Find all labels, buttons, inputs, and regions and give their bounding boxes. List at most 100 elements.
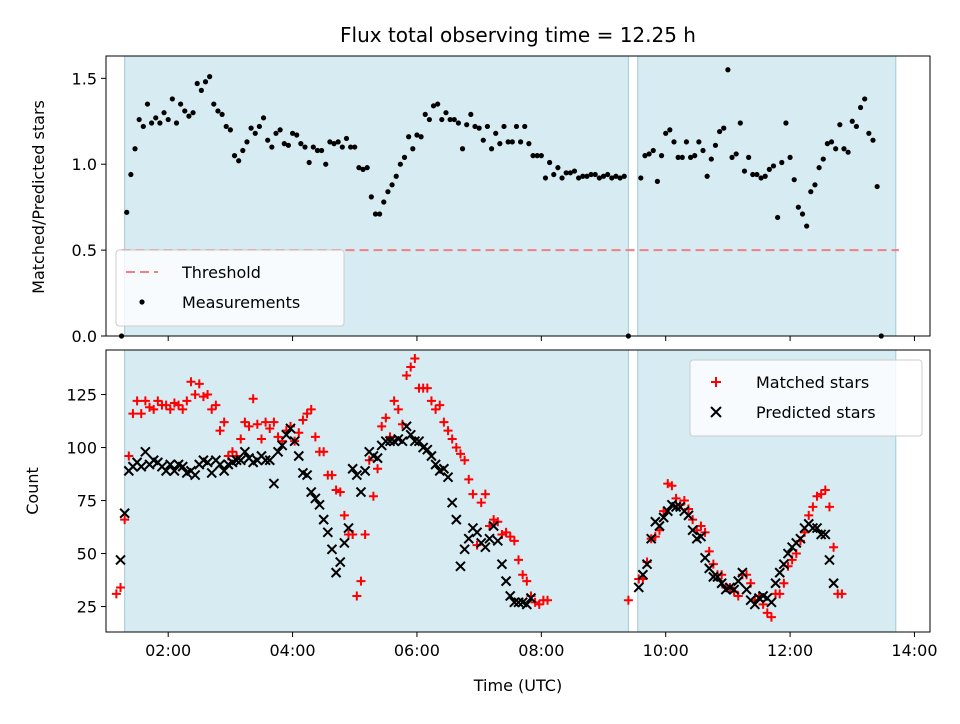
top-series-0-point-165 — [812, 182, 818, 188]
top-series-0-point-157 — [779, 159, 785, 166]
top-series-0-point-70 — [410, 146, 416, 152]
top-series-0-point-64 — [385, 189, 391, 195]
bottom-series-0-point-5 — [132, 396, 142, 406]
top-series-0-point-71 — [414, 132, 420, 138]
bottom-series-1-point-89 — [484, 533, 495, 544]
bottom-series-1-point-47 — [310, 493, 321, 504]
bottom-series-0-point-98 — [518, 570, 528, 580]
bottom-series-0-point-46 — [302, 409, 312, 419]
top-series-0-point-35 — [265, 137, 271, 143]
bottom-series-1-point-74 — [422, 444, 433, 455]
bottom-y-tick-label-4: 125 — [66, 386, 97, 405]
top-series-0-point-116 — [600, 173, 607, 179]
top-y-tick-label-2: 1.0 — [72, 155, 97, 174]
top-series-0-point-67 — [397, 161, 403, 167]
bottom-series-1-point-71 — [409, 435, 421, 447]
bottom-series-0-point-3 — [124, 451, 134, 461]
bottom-series-0-point-32 — [244, 421, 254, 431]
top-legend-handle-1 — [139, 299, 145, 305]
bottom-series-1-point-70 — [405, 429, 416, 441]
bottom-series-1-point-64 — [380, 435, 392, 447]
bottom-series-0-point-2 — [120, 515, 130, 525]
top-series-0-point-59 — [364, 165, 370, 171]
bottom-series-0-point-75 — [422, 383, 432, 393]
bottom-series-1-point-139 — [795, 533, 806, 544]
top-series-0-point-8 — [153, 115, 159, 121]
bottom-series-1-point-118 — [708, 571, 719, 583]
bottom-x-tick-label-6: 14:00 — [891, 641, 937, 660]
bottom-legend-box — [689, 359, 923, 437]
bottom-series-0-point-79 — [439, 417, 449, 427]
top-series-0-point-98 — [526, 141, 532, 147]
bottom-series-1-point-72 — [413, 435, 425, 447]
bottom-series-1-point-80 — [446, 497, 458, 508]
bottom-legend-handle-0 — [711, 377, 721, 387]
top-series-0-point-174 — [849, 118, 855, 124]
top-series-0-point-54 — [343, 135, 350, 142]
top-series-0-point-29 — [240, 147, 246, 154]
top-legend-box — [115, 249, 345, 327]
bottom-series-0-point-13 — [165, 404, 175, 414]
bottom-series-1-point-39 — [276, 440, 288, 451]
bottom-series-1-point-43 — [293, 450, 304, 462]
bottom-axes-frame — [105, 349, 931, 633]
top-series-0-point-25 — [223, 123, 229, 130]
top-series-0-point-139 — [704, 173, 710, 179]
bottom-series-0-point-84 — [460, 455, 470, 465]
top-series-0-point-41 — [289, 130, 296, 136]
top-series-0-point-96 — [517, 139, 524, 145]
top-series-0-point-125 — [646, 151, 652, 157]
top-series-0-point-111 — [580, 173, 586, 179]
bottom-series-0-point-152 — [824, 502, 834, 512]
top-series-0-point-51 — [331, 141, 337, 147]
top-series-0-point-134 — [683, 139, 690, 145]
bottom-series-1-point-142 — [807, 522, 819, 534]
bottom-series-0-point-97 — [514, 555, 524, 565]
bottom-series-0-point-96 — [509, 536, 519, 546]
bottom-series-1-point-35 — [260, 455, 271, 466]
top-series-0-point-129 — [663, 130, 669, 136]
top-series-0-point-83 — [464, 122, 470, 128]
bottom-series-1-point-37 — [268, 478, 280, 489]
top-series-0-point-130 — [667, 127, 673, 133]
bottom-series-1-point-56 — [347, 463, 358, 474]
bottom-series-0-point-82 — [451, 443, 461, 453]
bottom-legend-label-0: Matched stars — [756, 373, 869, 392]
bottom-series-0-point-58 — [352, 591, 362, 601]
bottom-series-0-point-7 — [140, 396, 150, 406]
bottom-series-0-point-102 — [534, 599, 544, 609]
bottom-series-1-point-48 — [314, 499, 325, 510]
bottom-series-1-point-145 — [820, 529, 831, 540]
bottom-series-0-point-140 — [775, 589, 785, 599]
bottom-series-1-point-24 — [214, 459, 226, 470]
top-series-0-point-167 — [820, 156, 826, 162]
top-series-0-point-155 — [770, 163, 777, 169]
top-panel: 0.0 0.5 1.0 1.5 Threshold Measurements — [72, 55, 931, 346]
bottom-series-1-point-93 — [500, 575, 512, 587]
bottom-series-1-point-119 — [712, 571, 723, 583]
bottom-series-1-point-136 — [782, 548, 794, 559]
top-series-0-point-82 — [459, 146, 466, 152]
bottom-series-1-point-99 — [525, 592, 537, 604]
bottom-x-tick-label-4: 10:00 — [643, 641, 689, 660]
top-shaded-interval-1 — [637, 55, 897, 337]
top-series-0-point-74 — [426, 116, 432, 123]
bottom-series-1-point-22 — [206, 467, 217, 479]
bottom-y-tick-label-0: 25 — [77, 598, 97, 617]
bottom-series-1-point-49 — [318, 514, 329, 525]
top-series-0-point-48 — [318, 147, 325, 154]
bottom-series-0-point-39 — [273, 432, 283, 442]
bottom-series-1-point-25 — [218, 465, 230, 477]
top-series-0-point-14 — [178, 101, 184, 107]
bottom-series-0-point-18 — [186, 377, 196, 387]
bottom-series-0-point-148 — [808, 502, 818, 512]
top-legend: Threshold Measurements — [115, 249, 345, 327]
bottom-series-0-point-89 — [480, 489, 490, 499]
top-series-0-point-73 — [422, 111, 428, 118]
top-series-0-point-87 — [480, 137, 486, 143]
top-series-0-point-91 — [497, 141, 503, 147]
top-series-0-point-93 — [505, 139, 511, 145]
bottom-series-1-point-78 — [438, 463, 450, 474]
x-axis-label: Time (UTC) — [473, 676, 562, 695]
bottom-panel: 25 50 75 100 125 02:00 04:00 06:00 08:00 10:00 12:… — [66, 349, 938, 660]
